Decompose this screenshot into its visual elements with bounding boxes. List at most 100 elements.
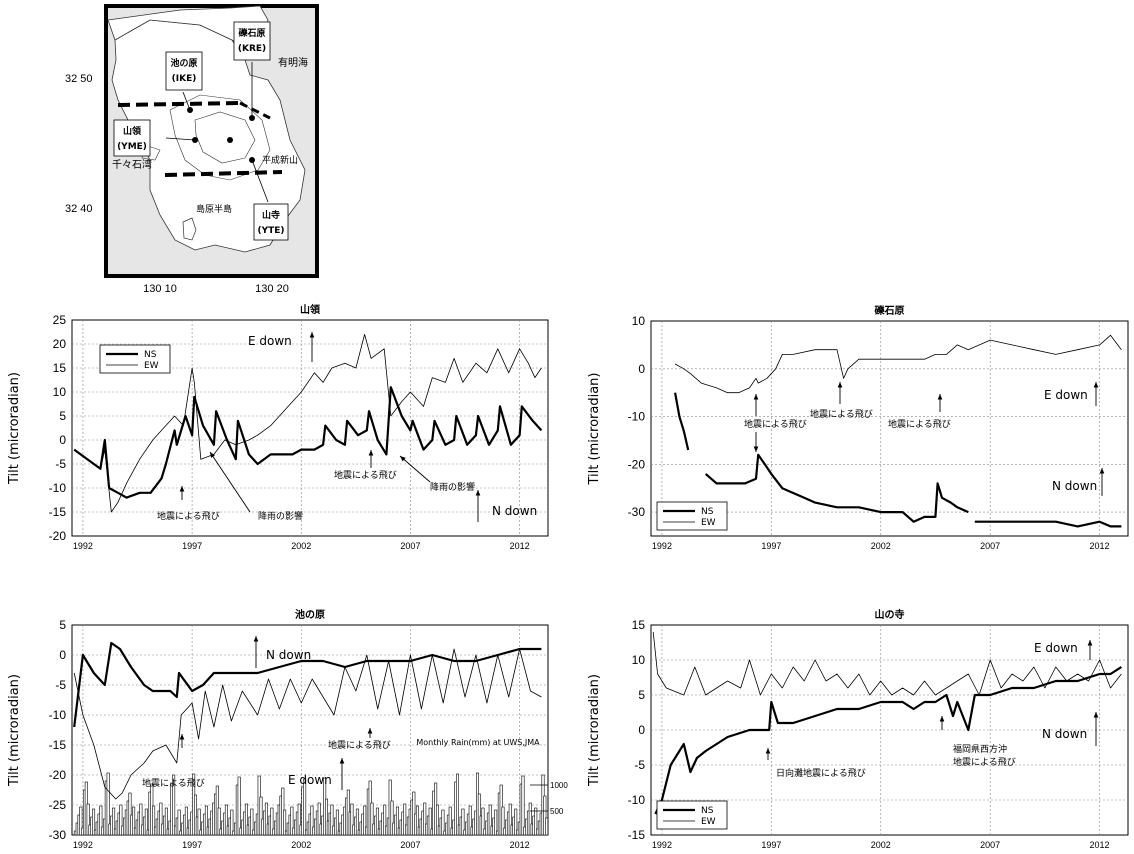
rain-bar xyxy=(106,772,110,836)
annotation-text: 地震による飛び xyxy=(888,418,951,430)
rain-bar xyxy=(534,807,538,836)
y-tick-label: -30 xyxy=(49,828,67,842)
y-tick-label: 15 xyxy=(632,618,646,632)
label-box-yte xyxy=(253,203,289,241)
annotation-text: 地震による飛び xyxy=(157,510,220,522)
y-tick-label: -10 xyxy=(49,708,67,722)
plot-frame xyxy=(650,320,1129,537)
chart-panel-0: 25 20 15 10 5 0 -5 -10 -15 -20 1992 1997 2002 2007 201… xyxy=(7,303,549,551)
y-tick-label: -15 xyxy=(49,505,67,519)
station-name-kre: 礫石原 xyxy=(238,27,265,39)
rain-bar xyxy=(488,804,492,836)
station-code-kre: (KRE) xyxy=(238,44,266,54)
annotation-text: E down xyxy=(288,773,332,787)
y-tick-label: 5 xyxy=(59,618,66,632)
rain-bar xyxy=(99,805,103,836)
rain-bar xyxy=(355,808,359,836)
annotation-arrowhead xyxy=(367,728,373,734)
annotation-arrowhead xyxy=(400,456,406,462)
profile-line-connector xyxy=(239,101,271,120)
y-tick-label: -20 xyxy=(49,768,67,782)
rain-bar xyxy=(390,800,394,836)
y-tick-label: 5 xyxy=(638,688,645,702)
y-axis-label: Tilt (microradian) xyxy=(7,372,22,485)
y-tick-label: 0 xyxy=(59,433,66,447)
x-tick-label: 1992 xyxy=(652,840,672,850)
place-label-heisei: 平成新山 xyxy=(262,154,298,166)
rain-bar xyxy=(164,807,168,836)
rain-bar xyxy=(423,802,427,836)
rain-bar xyxy=(481,807,485,836)
legend-label: NS xyxy=(701,806,714,816)
rain-bar xyxy=(244,803,248,836)
rain-bar xyxy=(92,808,96,836)
chart-panel-1: 10 0 -10 -20 -30 1992 1997 2002 2007 2012 礫石原 Tilt … xyxy=(587,304,1129,551)
y-axis-label: Tilt (microradian) xyxy=(587,674,602,787)
rain-bar xyxy=(468,805,472,836)
label-box-ike xyxy=(165,51,203,91)
annotation-arrowhead xyxy=(753,446,759,452)
station-marker-summit xyxy=(227,137,233,143)
x-tick-label: 1997 xyxy=(761,840,781,850)
series-line-ew xyxy=(652,631,1122,696)
y-axis-label: Tilt (microradian) xyxy=(587,373,602,486)
annotation-arrowhead xyxy=(179,486,185,492)
y-tick-label: 10 xyxy=(632,653,646,667)
x-tick-label: 1997 xyxy=(761,541,781,551)
rain-axis-label: Monthly Rain(mm) at UWS,JMA xyxy=(416,738,540,747)
rain-bar xyxy=(403,803,407,836)
x-tick-label: 2007 xyxy=(980,840,1000,850)
yte-leader xyxy=(251,159,269,203)
rain-bar xyxy=(217,807,221,836)
rain-bar xyxy=(152,805,156,836)
x-tick-label: 1992 xyxy=(652,541,672,551)
rain-bar xyxy=(112,807,116,836)
rain-bar xyxy=(177,809,181,836)
rain-bar xyxy=(501,806,505,836)
x-tick-label: 2012 xyxy=(1090,541,1110,551)
rain-bar xyxy=(455,773,459,836)
rain-bar xyxy=(317,802,321,836)
annotation-text: 地震による飛び xyxy=(328,739,391,751)
ike-leader xyxy=(182,91,191,111)
y-tick-label: 10 xyxy=(53,385,67,399)
y-tick-label: -15 xyxy=(628,828,646,842)
rain-bar xyxy=(441,809,445,836)
legend-label: NS xyxy=(144,350,157,360)
annotation-text: 福岡県西方沖 xyxy=(953,743,1007,755)
y-tick-label: 15 xyxy=(53,361,67,375)
series-line-ns xyxy=(674,392,1122,528)
place-label-chijiwa: 千々石湾 xyxy=(112,158,152,171)
annotation-arrowhead xyxy=(937,394,943,400)
rain-bar xyxy=(412,791,416,836)
lon-label-2: 130 20 xyxy=(255,283,289,295)
rain-bar xyxy=(543,795,547,836)
place-label-shimabara: 島原半島 xyxy=(196,203,232,215)
rain-bar xyxy=(370,802,374,836)
annotation-arrowhead xyxy=(1093,382,1099,388)
legend-label: EW xyxy=(701,817,716,827)
y-tick-label: -20 xyxy=(628,457,646,471)
x-tick-label: 1992 xyxy=(73,840,93,850)
x-tick-label: 2007 xyxy=(400,541,420,551)
x-tick-label: 2007 xyxy=(400,840,420,850)
rain-bar xyxy=(193,794,197,836)
annotation-arrowhead xyxy=(253,636,259,642)
rain-bar xyxy=(283,809,287,836)
rain-bar xyxy=(528,802,532,836)
yme-leader xyxy=(165,137,196,141)
profile-line-south xyxy=(164,170,283,177)
annotation-text: N down xyxy=(492,504,537,518)
y-tick-label: 10 xyxy=(632,314,646,328)
charts-group: 25 20 15 10 5 0 -5 -10 -15 -20 1992 1997 2002 2007 201… xyxy=(7,303,1129,850)
series-line-ew xyxy=(674,334,1122,394)
station-name-ike: 池の原 xyxy=(170,57,197,69)
rain-bar xyxy=(224,804,228,836)
chart-title: 礫石原 xyxy=(875,304,905,317)
y-tick-label: 0 xyxy=(638,723,645,737)
rain-bar xyxy=(259,796,263,836)
annotation-text: 降雨の影響 xyxy=(258,510,303,522)
rain-bar xyxy=(79,806,83,836)
